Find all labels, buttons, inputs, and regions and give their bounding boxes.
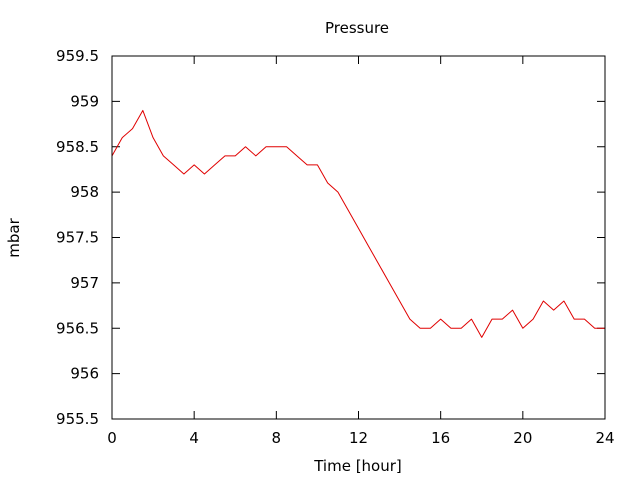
x-axis-label: Time [hour] — [313, 457, 402, 475]
x-tick-label: 16 — [431, 429, 450, 447]
series-line-0 — [111, 109, 605, 338]
y-tick-label: 956 — [70, 365, 99, 383]
y-tick-label: 957 — [70, 274, 99, 292]
x-tick-label: 4 — [189, 429, 199, 447]
y-axis-label: mbar — [5, 217, 23, 257]
axis-ticks: 0 4 8 12 16 20 24 955.5 956 956.5 957 957.5 958 958.5… — [56, 47, 615, 447]
x-tick-label: 12 — [349, 429, 368, 447]
y-tick-label: 958 — [70, 183, 99, 201]
chart-title: Pressure — [325, 19, 389, 37]
data-lines — [111, 109, 605, 338]
x-tick-label: 20 — [513, 429, 532, 447]
x-tick-label: 0 — [107, 429, 117, 447]
y-tick-label: 957.5 — [56, 229, 99, 247]
plot-frame — [111, 55, 606, 420]
y-tick-label: 958.5 — [56, 138, 99, 156]
y-tick-label: 956.5 — [56, 319, 99, 337]
y-tick-label: 959 — [70, 92, 99, 110]
x-tick-label: 8 — [272, 429, 282, 447]
y-tick-label: 955.5 — [56, 410, 99, 428]
x-tick-label: 24 — [595, 429, 614, 447]
y-tick-label: 959.5 — [56, 47, 99, 65]
